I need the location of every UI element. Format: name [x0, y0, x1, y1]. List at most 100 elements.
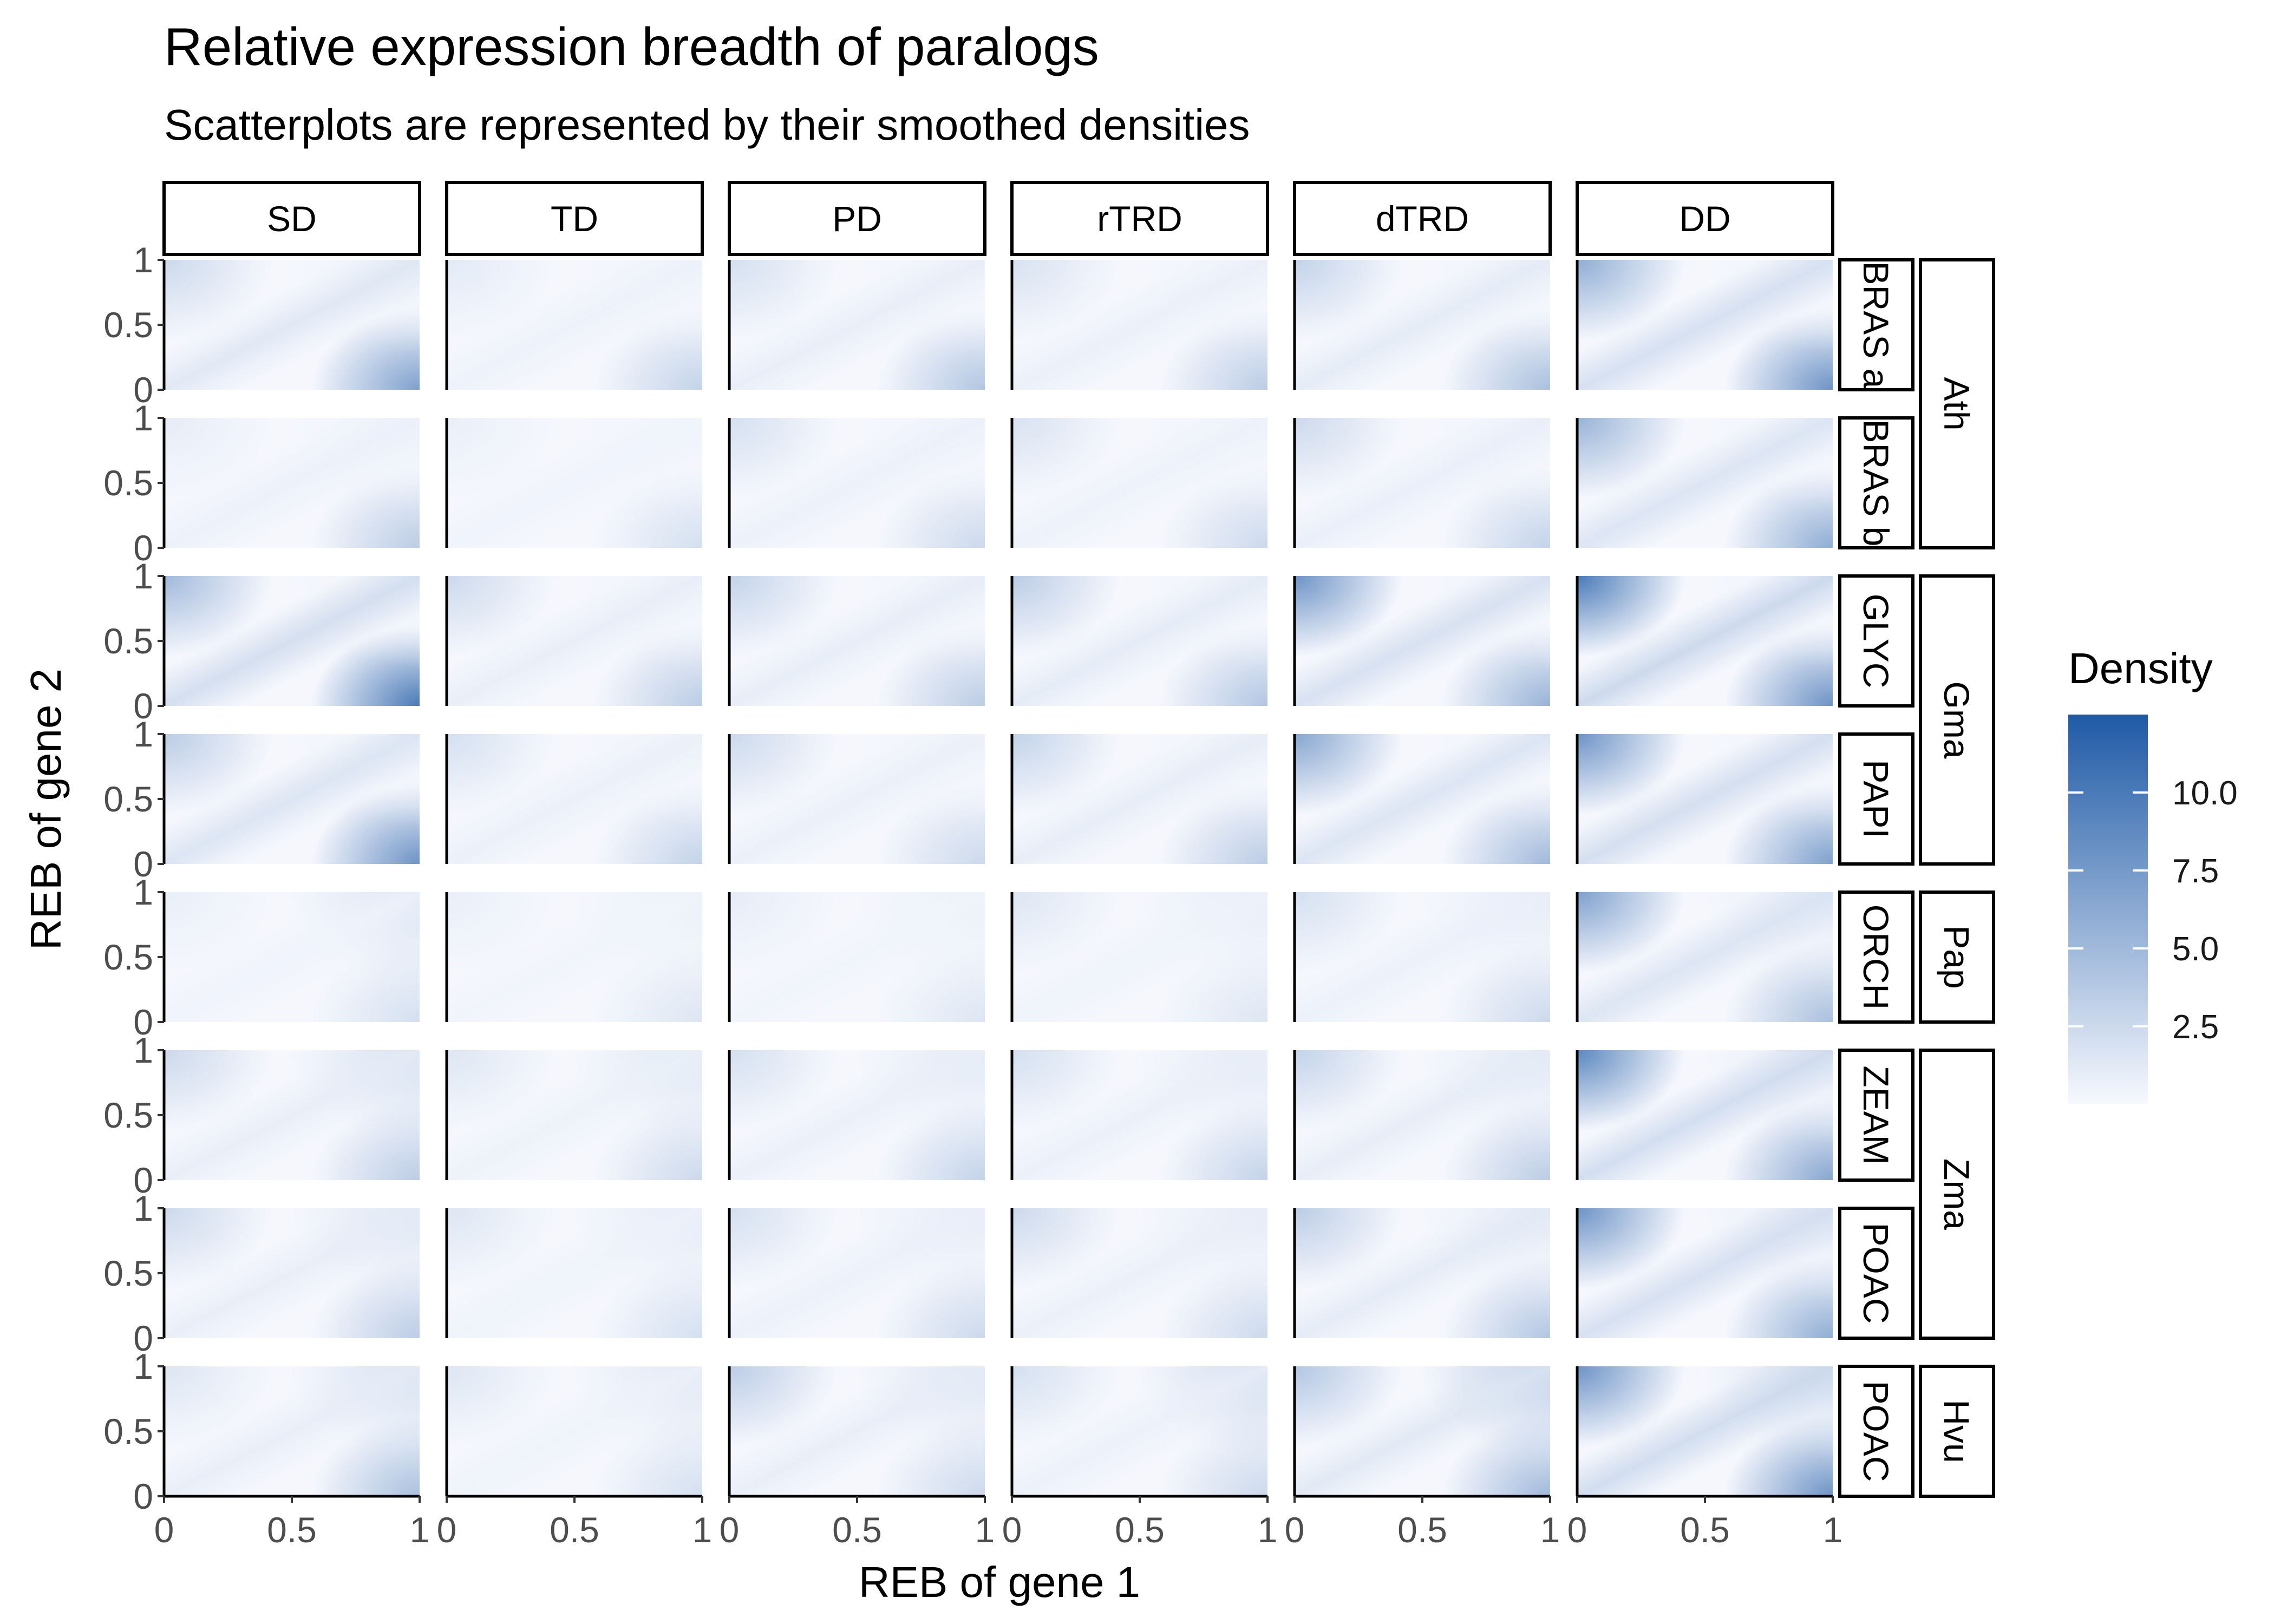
x-tick-label: 1: [692, 1510, 713, 1550]
density-diagonal-ridge: [729, 1208, 985, 1338]
density-diagonal-ridge: [729, 418, 985, 548]
density-diagonal-ridge: [164, 1050, 420, 1180]
x-tick-label: 1: [1823, 1510, 1843, 1550]
y-tick-label: 0.5: [103, 305, 153, 345]
row-strip-label: POAC: [1856, 1222, 1896, 1324]
density-diagonal-ridge: [1012, 260, 1267, 390]
y-tick-label: 1: [133, 1188, 153, 1228]
y-tick-label: 0.5: [103, 1095, 153, 1135]
density-diagonal-ridge: [1577, 1366, 1833, 1496]
density-diagonal-ridge: [1012, 1208, 1267, 1338]
density-diagonal-ridge: [1012, 892, 1267, 1022]
column-strip-label-SD: SD: [267, 199, 317, 239]
density-diagonal-ridge: [1295, 734, 1550, 864]
species-strip-Zma: [1919, 1049, 1995, 1340]
species-strip-label-Pap: Pap: [1937, 925, 1977, 988]
chart-title: Relative expression breadth of paralogs: [164, 17, 1099, 76]
x-tick-label: 0: [1285, 1510, 1305, 1550]
species-strip-Pap: [1919, 890, 1995, 1024]
y-axis-title: REB of gene 2: [22, 669, 70, 950]
density-diagonal-ridge: [164, 418, 420, 548]
row-strip-label: BRAS b: [1856, 420, 1896, 547]
legend-tick-label: 10.0: [2172, 775, 2238, 812]
density-diagonal-ridge: [729, 1050, 985, 1180]
density-diagonal-ridge: [164, 1208, 420, 1338]
species-strip-Gma: [1919, 574, 1995, 866]
y-tick-label: 0.5: [103, 621, 153, 661]
density-diagonal-ridge: [729, 734, 985, 864]
density-diagonal-ridge: [447, 1050, 702, 1180]
column-strip-label-DD: DD: [1679, 199, 1730, 239]
legend-tick-label: 7.5: [2172, 853, 2219, 890]
species-strip-label-Gma: Gma: [1937, 681, 1977, 758]
density-diagonal-ridge: [1577, 418, 1833, 548]
x-tick-label: 0.5: [1115, 1510, 1165, 1550]
row-strip-GLYC: [1838, 574, 1914, 708]
row-strip-label: POAC: [1856, 1380, 1896, 1482]
column-strip-dTRD: [1293, 181, 1552, 256]
y-tick-label: 0: [133, 1160, 153, 1200]
x-tick-label: 0.5: [832, 1510, 882, 1550]
x-tick-label: 0: [437, 1510, 457, 1550]
species-strip-Hvu: [1919, 1365, 1995, 1498]
density-diagonal-ridge: [447, 1366, 702, 1496]
x-axis-title: REB of gene 1: [859, 1558, 1140, 1606]
density-diagonal-ridge: [1295, 260, 1550, 390]
legend-tick-label: 2.5: [2172, 1009, 2219, 1046]
density-diagonal-ridge: [1012, 1050, 1267, 1180]
y-tick-label: 0.5: [103, 463, 153, 503]
density-diagonal-ridge: [447, 576, 702, 706]
row-strip-label: PAPI: [1856, 759, 1896, 839]
legend-ticks: 2.5 5.0 7.5 10.0: [2068, 775, 2238, 1046]
x-tick-label: 0.5: [1397, 1510, 1447, 1550]
row-strip-label: ORCH: [1856, 905, 1896, 1010]
density-diagonal-ridge: [1295, 1208, 1550, 1338]
density-diagonal-ridge: [1577, 1050, 1833, 1180]
column-strip-label-dTRD: dTRD: [1376, 199, 1469, 239]
density-diagonal-ridge: [729, 1366, 985, 1496]
y-tick-label: 0: [133, 1318, 153, 1358]
x-tick-label: 0.5: [1680, 1510, 1730, 1550]
legend-tick-label: 5.0: [2172, 931, 2219, 968]
density-diagonal-ridge: [447, 1208, 702, 1338]
density-diagonal-ridge: [1577, 1208, 1833, 1338]
density-diagonal-ridge: [1012, 418, 1267, 548]
density-diagonal-ridge: [1295, 576, 1550, 706]
y-tick-label: 1: [133, 398, 153, 438]
species-strip-label-Hvu: Hvu: [1937, 1399, 1977, 1463]
row-strip-label: BRAS a: [1856, 261, 1896, 389]
row-strip-ORCH: [1838, 890, 1914, 1024]
x-tick-label: 1: [1540, 1510, 1560, 1550]
y-tick-label: 0: [133, 844, 153, 884]
column-strip-PD: [728, 181, 986, 256]
x-tick-label: 0: [720, 1510, 740, 1550]
species-strip-Ath: [1919, 258, 1995, 549]
x-tick-label: 1: [975, 1510, 995, 1550]
y-tick-label: 0: [133, 370, 153, 410]
density-diagonal-ridge: [729, 576, 985, 706]
row-strip-PAPI: [1838, 732, 1914, 866]
density-diagonal-ridge: [164, 892, 420, 1022]
row-strip-POAC: [1838, 1207, 1914, 1340]
density-diagonal-ridge: [1577, 260, 1833, 390]
density-diagonal-ridge: [729, 260, 985, 390]
y-tick-label: 0: [133, 686, 153, 726]
density-diagonal-ridge: [729, 892, 985, 1022]
y-tick-label: 0.5: [103, 937, 153, 977]
y-tick-label: 0: [133, 528, 153, 568]
x-tick-label: 1: [1258, 1510, 1278, 1550]
density-diagonal-ridge: [1012, 1366, 1267, 1496]
column-strip-TD: [445, 181, 704, 256]
density-diagonal-ridge: [447, 734, 702, 864]
x-tick-label: 0.5: [550, 1510, 599, 1550]
y-tick-label: 1: [133, 1346, 153, 1386]
y-tick-label: 0.5: [103, 1411, 153, 1451]
row-strip-POAC: [1838, 1365, 1914, 1498]
y-tick-label: 1: [133, 240, 153, 280]
row-strip-label: GLYC: [1856, 594, 1896, 689]
row-strip-BRAS-a: [1838, 258, 1914, 391]
legend-title: Density: [2068, 644, 2213, 692]
density-diagonal-ridge: [1577, 892, 1833, 1022]
density-diagonal-ridge: [164, 734, 420, 864]
